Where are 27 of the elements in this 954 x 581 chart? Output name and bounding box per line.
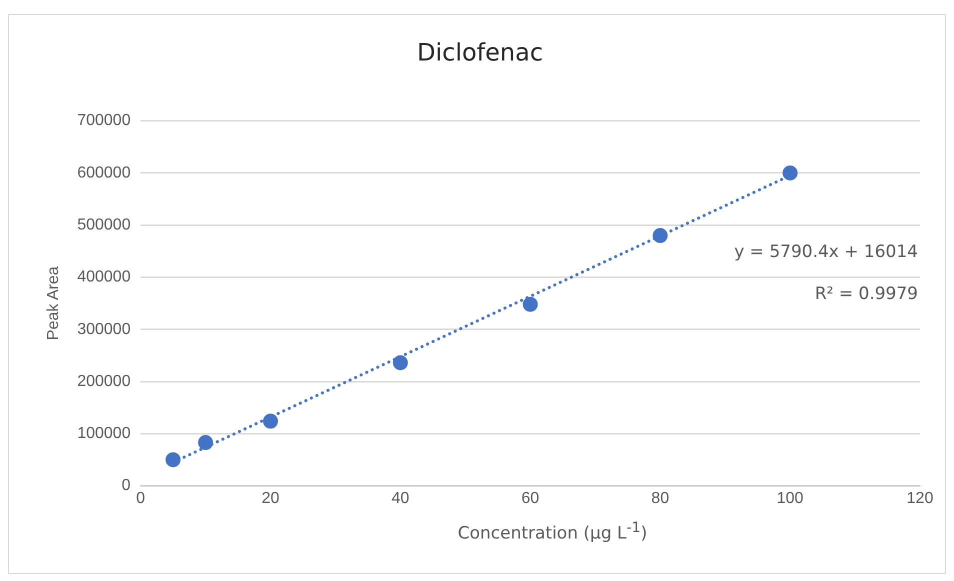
x-tick-label: 0 <box>136 490 146 507</box>
point <box>522 296 538 312</box>
point <box>198 435 214 450</box>
y-tick-label: 300000 <box>77 320 131 338</box>
annotation: y = 5790.4x + 16014 <box>734 242 918 262</box>
annotation: R² = 0.9979 <box>814 284 918 304</box>
point <box>392 355 408 370</box>
x-tick-label: 100 <box>776 490 804 507</box>
y-axis-title: Peak Area <box>45 266 62 340</box>
y-tick-label: 200000 <box>77 372 131 390</box>
y-tick-label: 100000 <box>77 425 131 442</box>
x-tick-label: 60 <box>521 490 540 507</box>
point <box>652 228 668 244</box>
y-tick-label: 0 <box>122 477 131 494</box>
chart-title: Diclofenac <box>416 38 544 67</box>
y-tick-label: 500000 <box>77 216 131 234</box>
point <box>166 452 181 468</box>
x-tick-label: 80 <box>651 490 670 507</box>
y-tick-label: 700000 <box>77 112 131 130</box>
point <box>262 414 278 429</box>
x-tick-label: 20 <box>262 490 280 507</box>
y-tick-label: 400000 <box>77 268 131 286</box>
y-tick-label: 600000 <box>77 164 131 182</box>
x-tick-label: 40 <box>391 490 410 507</box>
point <box>782 165 798 180</box>
x-axis-title: Concentration (μg L$^{-1}$) <box>456 520 648 544</box>
x-tick-label: 120 <box>906 490 934 507</box>
